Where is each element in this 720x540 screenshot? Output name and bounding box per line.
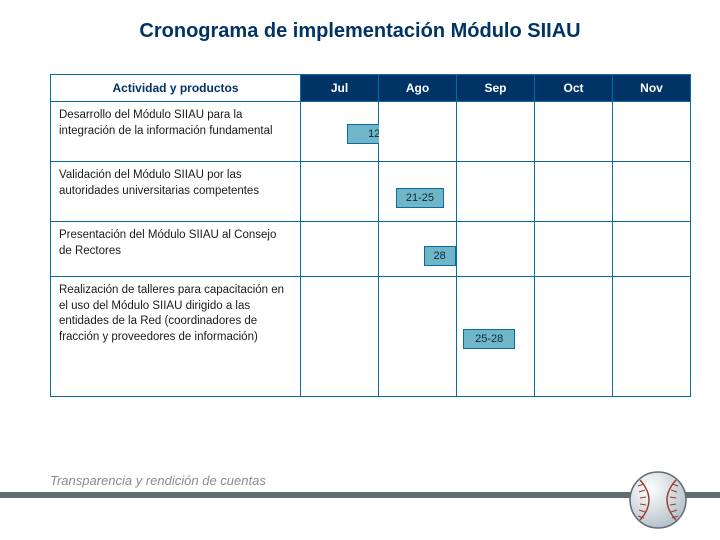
cell-ago bbox=[379, 102, 457, 162]
activity-cell: Desarrollo del Módulo SIIAU para la inte… bbox=[51, 102, 301, 162]
gantt-bar-label: 28 bbox=[434, 250, 446, 262]
cell-sep bbox=[457, 102, 535, 162]
cell-oct bbox=[535, 162, 613, 222]
cell-ago bbox=[379, 277, 457, 397]
table-header-row: Actividad y productos Jul Ago Sep Oct No… bbox=[51, 75, 691, 102]
cell-nov bbox=[613, 222, 691, 277]
schedule-table-wrap: Actividad y productos Jul Ago Sep Oct No… bbox=[50, 74, 690, 397]
cell-oct bbox=[535, 102, 613, 162]
cell-jul bbox=[301, 222, 379, 277]
month-header-nov: Nov bbox=[613, 75, 691, 102]
activity-cell: Presentación del Módulo SIIAU al Consejo… bbox=[51, 222, 301, 277]
month-header-oct: Oct bbox=[535, 75, 613, 102]
activity-cell: Realización de talleres para capacitació… bbox=[51, 277, 301, 397]
cell-oct bbox=[535, 222, 613, 277]
cell-nov bbox=[613, 102, 691, 162]
activity-header: Actividad y productos bbox=[51, 75, 301, 102]
table-row: Presentación del Módulo SIIAU al Consejo… bbox=[51, 222, 691, 277]
cell-jul bbox=[301, 277, 379, 397]
gantt-bar: 25-28 bbox=[463, 329, 515, 349]
cell-nov bbox=[613, 277, 691, 397]
footer-tagline: Transparencia y rendición de cuentas bbox=[50, 473, 266, 488]
baseball-logo-icon bbox=[628, 470, 688, 530]
month-header-ago: Ago bbox=[379, 75, 457, 102]
cell-oct bbox=[535, 277, 613, 397]
cell-jul bbox=[301, 162, 379, 222]
activity-cell: Validación del Módulo SIIAU por las auto… bbox=[51, 162, 301, 222]
page-title: Cronograma de implementación Módulo SIIA… bbox=[0, 20, 720, 43]
table-row: Realización de talleres para capacitació… bbox=[51, 277, 691, 397]
table-row: Validación del Módulo SIIAU por las auto… bbox=[51, 162, 691, 222]
month-header-sep: Sep bbox=[457, 75, 535, 102]
cell-sep: 25-28 bbox=[457, 277, 535, 397]
cell-ago: 21-25 bbox=[379, 162, 457, 222]
cell-sep bbox=[457, 222, 535, 277]
gantt-bar: 28 bbox=[424, 246, 456, 266]
cell-jul: 12 - 20 bbox=[301, 102, 379, 162]
cell-sep bbox=[457, 162, 535, 222]
schedule-table: Actividad y productos Jul Ago Sep Oct No… bbox=[50, 74, 691, 397]
month-header-jul: Jul bbox=[301, 75, 379, 102]
gantt-bar-label: 21-25 bbox=[406, 192, 434, 204]
table-row: Desarrollo del Módulo SIIAU para la inte… bbox=[51, 102, 691, 162]
gantt-bar-label: 25-28 bbox=[475, 333, 503, 345]
gantt-bar: 21-25 bbox=[396, 188, 444, 208]
cell-ago: 28 bbox=[379, 222, 457, 277]
footer-divider bbox=[0, 492, 720, 498]
cell-nov bbox=[613, 162, 691, 222]
